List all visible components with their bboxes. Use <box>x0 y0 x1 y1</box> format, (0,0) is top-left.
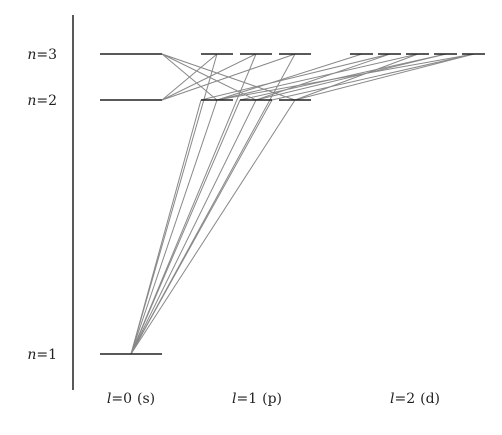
transition-1s-2p-6 <box>130 99 296 355</box>
transition-3s-2p-1 <box>161 53 218 101</box>
transition-lines <box>130 53 475 355</box>
level-label-n3: n=3 <box>27 47 57 63</box>
transition-2p-3d-extra-1 <box>200 53 391 101</box>
transition-1s-3p-1 <box>130 53 218 355</box>
transition-2p-3d-5 <box>294 53 419 101</box>
transition-2p-3d-2 <box>216 53 419 101</box>
transition-2p-3d-6 <box>294 53 475 101</box>
level-label-n1: n=1 <box>27 347 57 363</box>
transition-2p-3d-extra-2 <box>239 53 447 101</box>
column-label-l1: l=1 (p) <box>232 391 282 407</box>
transition-2p-3d-extra-3 <box>271 53 475 101</box>
transition-1s-3p-2 <box>130 53 257 355</box>
transition-1s-2p-1 <box>130 99 202 355</box>
level-label-n2: n=2 <box>27 93 57 109</box>
transition-2p-3d-3 <box>255 53 391 101</box>
energy-levels <box>100 53 485 355</box>
transition-2p-3d-4 <box>255 53 447 101</box>
transition-1s-2p-4 <box>130 99 257 355</box>
transition-2p-3d-7 <box>216 53 475 101</box>
column-label-l0: l=0 (s) <box>107 391 155 407</box>
transition-1s-2p-3 <box>130 99 241 355</box>
transition-1s-2p-5 <box>130 99 273 355</box>
transition-1s-2p-2 <box>130 99 218 355</box>
column-label-l2: l=2 (d) <box>390 391 440 407</box>
transition-2p-3d-1 <box>216 53 363 101</box>
